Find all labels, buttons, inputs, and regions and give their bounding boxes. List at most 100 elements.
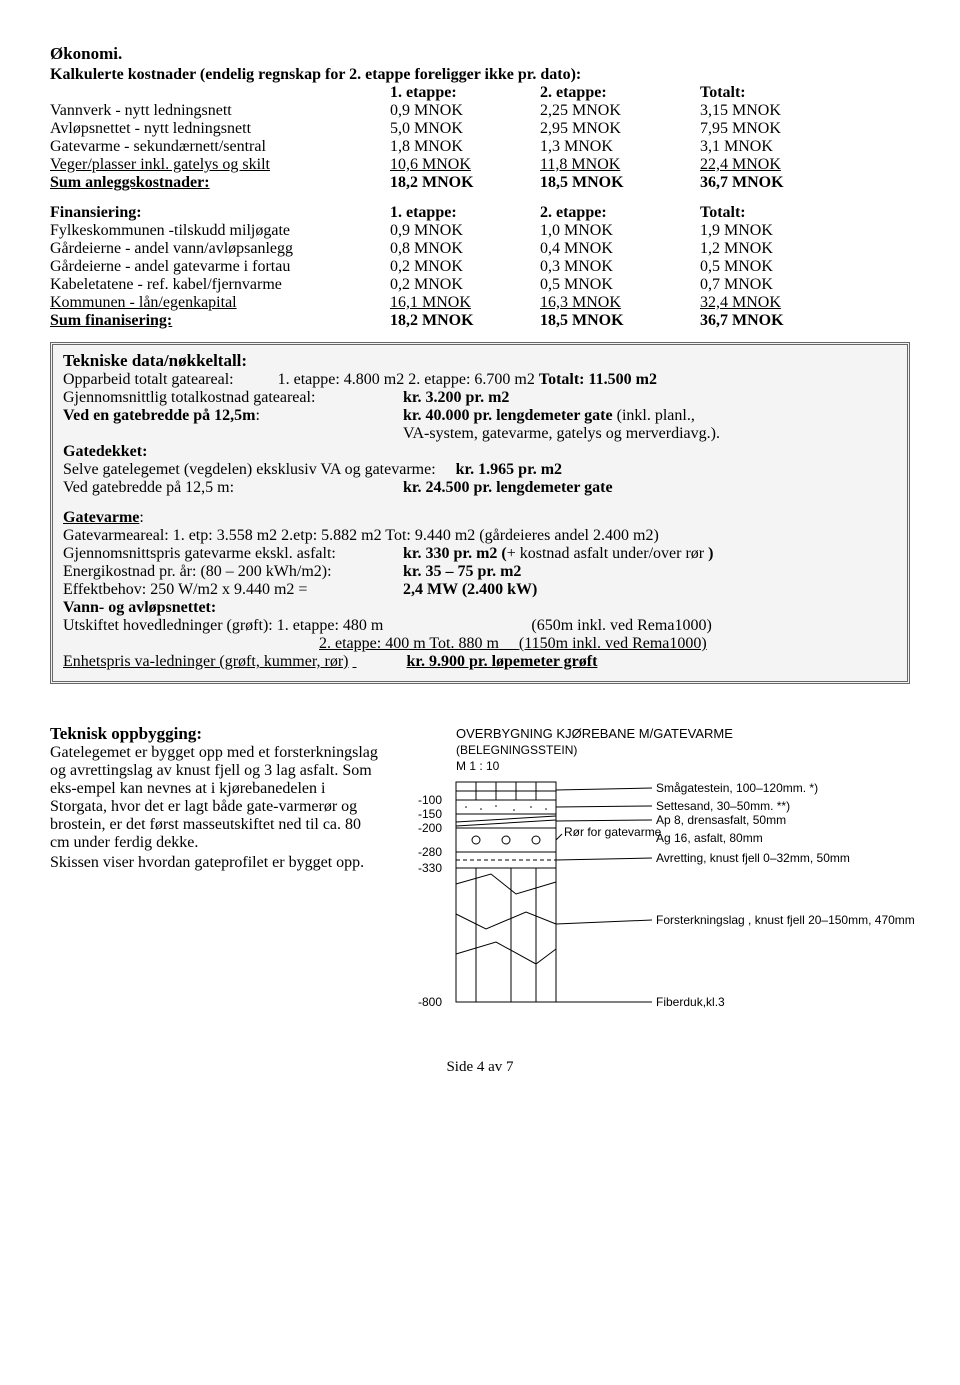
tek-text: Ved en gatebredde på 12,5m [63, 407, 255, 424]
fin-val: 0,2 MNOK [390, 276, 540, 294]
fin-row: Fylkeskommunen -tilskudd miljøgate 0,9 M… [50, 222, 910, 240]
depth-label: -100 [418, 793, 442, 807]
depth-label: -280 [418, 845, 442, 859]
fin-val: 0,9 MNOK [390, 222, 540, 240]
fin-val: 0,2 MNOK [390, 258, 540, 276]
tek-text: Selve gatelegemet (vegdelen) eksklusiv V… [63, 461, 436, 478]
fin-val: 0,3 MNOK [540, 258, 700, 276]
tek-text: Ved gatebredde på 12,5 m: [63, 479, 403, 497]
cost-val: 3,1 MNOK [700, 138, 860, 156]
fin-sum-label: Sum finanisering: [50, 312, 390, 330]
col-1: 1. etappe: [390, 84, 540, 102]
fin-label: Gårdeierne - andel gatevarme i fortau [50, 258, 390, 276]
diagram-subtitle: (BELEGNINGSSTEIN) [456, 743, 577, 757]
fin-val: 1,0 MNOK [540, 222, 700, 240]
fin-row: Kommunen - lån/egenkapital 16,1 MNOK 16,… [50, 294, 910, 312]
tek-text: Opparbeid totalt gateareal: [63, 371, 234, 388]
fin-sum-val: 36,7 MNOK [700, 312, 860, 330]
gv-text: Energikostnad pr. år: (80 – 200 kWh/m2): [63, 563, 403, 581]
depth-label: -200 [418, 821, 442, 835]
gv-text: kr. 35 – 75 pr. m2 [403, 563, 897, 581]
fin-sum-val: 18,5 MNOK [540, 312, 700, 330]
layer-label: Ag 16, asfalt, 80mm [656, 831, 763, 845]
fin-label: Kommunen - lån/egenkapital [50, 294, 390, 312]
fin-row: Kabeletatene - ref. kabel/fjernvarme 0,2… [50, 276, 910, 294]
cost-sum: Sum anleggskostnader: 18,2 MNOK 18,5 MNO… [50, 174, 910, 192]
fin-title: Finansiering: [50, 204, 390, 222]
cost-val: 5,0 MNOK [390, 120, 540, 138]
cost-sum-val: 36,7 MNOK [700, 174, 860, 192]
depth-label: -330 [418, 861, 442, 875]
tek-line: Ved en gatebredde på 12,5m: kr. 40.000 p… [63, 407, 897, 425]
cost-val: 2,25 MNOK [540, 102, 700, 120]
gv-title: Gatevarme: [63, 509, 897, 527]
teknisk-oppbygging: Teknisk oppbygging: Gatelegemet er bygge… [50, 724, 910, 1029]
cost-val: 3,15 MNOK [700, 102, 860, 120]
depth-label: -800 [418, 995, 442, 1009]
tek-text: kr. 40.000 pr. lengdemeter gate [403, 407, 617, 424]
page-footer: Side 4 av 7 [50, 1059, 910, 1076]
fin-row: Gårdeierne - andel vann/avløpsanlegg 0,8… [50, 240, 910, 258]
page-title: Økonomi. [50, 44, 910, 64]
cost-val: 10,6 MNOK [390, 156, 540, 174]
depth-label: -150 [418, 807, 442, 821]
va-line: Utskiftet hovedledninger (grøft): 1. eta… [63, 617, 897, 635]
tek-line: Opparbeid totalt gateareal: 1. etappe: 4… [63, 371, 897, 389]
va-text: Enhetspris va-ledninger (grøft, kummer, … [63, 653, 349, 670]
tekniske-heading: Tekniske data/nøkkeltall: [63, 351, 897, 371]
tek-text: 1. etappe: 4.800 m2 2. etappe: 6.700 m2 [278, 371, 539, 388]
col-3: Totalt: [700, 204, 860, 222]
gv-text: 2,4 MW (2.400 kW) [403, 581, 897, 599]
cost-row: Veger/plasser inkl. gatelys og skilt 10,… [50, 156, 910, 174]
va-text: 2. etappe: 400 m Tot. 880 m [319, 635, 499, 652]
tek-line: Ved gatebredde på 12,5 m: kr. 24.500 pr.… [63, 479, 897, 497]
fin-header: Finansiering: 1. etappe: 2. etappe: Tota… [50, 204, 910, 222]
va-text: (650m inkl. ved Rema1000) [531, 617, 711, 634]
gv-title-text: Gatevarme [63, 509, 139, 526]
layer-label: Smågatestein, 100–120mm. *) [656, 781, 818, 795]
diagram-title: OVERBYGNING KJØREBANE M/GATEVARME [456, 726, 733, 741]
va-line: Enhetspris va-ledninger (grøft, kummer, … [63, 653, 897, 671]
cost-header: 1. etappe: 2. etappe: Totalt: [50, 84, 910, 102]
fin-val: 0,7 MNOK [700, 276, 860, 294]
tek-line: Gjennomsnittlig totalkostnad gateareal: … [63, 389, 897, 407]
tekopp-p2: Skissen viser hvordan gateprofilet er by… [50, 854, 380, 872]
cost-sum-val: 18,2 MNOK [390, 174, 540, 192]
fin-val: 0,8 MNOK [390, 240, 540, 258]
fin-sum-val: 18,2 MNOK [390, 312, 540, 330]
va-title: Vann- og avløpsnettet: [63, 599, 897, 617]
cost-val: 7,95 MNOK [700, 120, 860, 138]
tek-total: Totalt: 11.500 m2 [539, 371, 657, 388]
gv-line: Gatevarmeareal: 1. etp: 3.558 m2 2.etp: … [63, 527, 897, 545]
fin-val: 16,1 MNOK [390, 294, 540, 312]
tek-text: kr. 24.500 pr. lengdemeter gate [403, 479, 897, 497]
va-text: Utskiftet hovedledninger (grøft): 1. eta… [63, 617, 383, 634]
tekopp-p1: Gatelegemet er bygget opp med et forster… [50, 744, 380, 852]
tekopp-heading: Teknisk oppbygging: [50, 724, 380, 744]
fin-val: 0,5 MNOK [700, 258, 860, 276]
gv-line: Energikostnad pr. år: (80 – 200 kWh/m2):… [63, 563, 897, 581]
gv-text: kr. 330 pr. m2 ( [403, 545, 507, 562]
fin-val: 0,5 MNOK [540, 276, 700, 294]
cost-label: Vannverk - nytt ledningsnett [50, 102, 390, 120]
tek-text: kr. 3.200 pr. m2 [403, 389, 897, 407]
tek-subheading: Gatedekket: [63, 443, 897, 461]
tek-text: VA-system, gatevarme, gatelys og merverd… [403, 425, 897, 443]
cost-sum-label: Sum anleggskostnader: [50, 174, 390, 192]
layer-label: Ap 8, drensasfalt, 50mm [656, 813, 786, 827]
cost-val: 2,95 MNOK [540, 120, 700, 138]
col-1: 1. etappe: [390, 204, 540, 222]
gv-line: Gjennomsnittspris gatevarme ekskl. asfal… [63, 545, 897, 563]
gv-line: Effektbehov: 250 W/m2 x 9.440 m2 = 2,4 M… [63, 581, 897, 599]
va-text: kr. 9.900 pr. løpemeter grøft [407, 653, 598, 670]
cost-val: 11,8 MNOK [540, 156, 700, 174]
tek-line: VA-system, gatevarme, gatelys og merverd… [63, 425, 897, 443]
fin-label: Fylkeskommunen -tilskudd miljøgate [50, 222, 390, 240]
tek-text: kr. 1.965 pr. m2 [456, 461, 562, 478]
va-text: (1150m inkl. ved Rema1000) [519, 635, 707, 652]
fin-sum: Sum finanisering: 18,2 MNOK 18,5 MNOK 36… [50, 312, 910, 330]
tek-text: Gjennomsnittlig totalkostnad gateareal: [63, 389, 403, 407]
layer-label: Forsterkningslag , knust fjell 20–150mm,… [656, 913, 915, 927]
fin-val: 32,4 MNOK [700, 294, 860, 312]
cost-row: Vannverk - nytt ledningsnett 0,9 MNOK 2,… [50, 102, 910, 120]
